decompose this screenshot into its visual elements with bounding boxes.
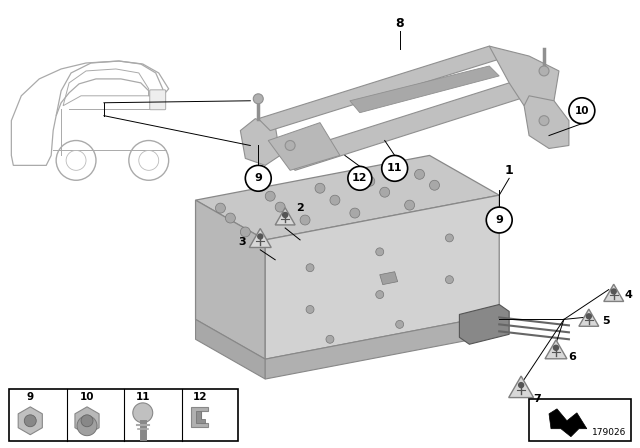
Polygon shape — [265, 314, 499, 379]
Polygon shape — [191, 407, 209, 427]
Circle shape — [396, 320, 404, 328]
Text: 179026: 179026 — [592, 428, 627, 437]
Circle shape — [380, 187, 390, 197]
Circle shape — [300, 215, 310, 225]
Circle shape — [404, 200, 415, 210]
Circle shape — [258, 234, 263, 239]
Polygon shape — [196, 200, 265, 359]
Circle shape — [539, 66, 549, 76]
Circle shape — [133, 403, 153, 423]
Text: 11: 11 — [387, 164, 403, 173]
Circle shape — [539, 116, 549, 125]
Polygon shape — [280, 83, 529, 170]
Circle shape — [326, 335, 334, 343]
Polygon shape — [275, 208, 295, 225]
Circle shape — [376, 248, 384, 256]
Polygon shape — [196, 411, 205, 423]
Circle shape — [283, 212, 287, 217]
Text: 10: 10 — [575, 106, 589, 116]
Polygon shape — [524, 96, 569, 148]
Circle shape — [81, 415, 93, 427]
Circle shape — [365, 177, 375, 186]
Circle shape — [306, 306, 314, 314]
Circle shape — [253, 94, 263, 104]
Polygon shape — [250, 228, 271, 247]
Polygon shape — [579, 309, 599, 326]
Polygon shape — [350, 66, 499, 113]
Circle shape — [285, 141, 295, 151]
Circle shape — [241, 227, 250, 237]
Circle shape — [265, 191, 275, 201]
Circle shape — [429, 180, 440, 190]
Circle shape — [315, 183, 325, 193]
Polygon shape — [268, 123, 340, 170]
Polygon shape — [18, 407, 42, 435]
Circle shape — [518, 383, 524, 388]
Text: 12: 12 — [352, 173, 367, 183]
Polygon shape — [545, 340, 567, 359]
Circle shape — [350, 208, 360, 218]
Polygon shape — [460, 305, 509, 344]
Circle shape — [554, 345, 559, 350]
Circle shape — [24, 415, 36, 427]
Circle shape — [569, 98, 595, 124]
Text: 7: 7 — [533, 394, 541, 404]
Circle shape — [245, 165, 271, 191]
Text: 1: 1 — [505, 164, 513, 177]
Polygon shape — [241, 119, 280, 165]
Text: 9: 9 — [495, 215, 503, 225]
Text: 8: 8 — [396, 17, 404, 30]
Text: 2: 2 — [296, 203, 304, 213]
Polygon shape — [196, 319, 265, 379]
FancyBboxPatch shape — [150, 90, 166, 110]
Text: 9: 9 — [27, 392, 34, 402]
Text: 6: 6 — [568, 352, 576, 362]
Polygon shape — [549, 409, 587, 437]
Polygon shape — [604, 284, 623, 302]
Text: 5: 5 — [602, 316, 609, 327]
Circle shape — [77, 416, 97, 435]
Text: 9: 9 — [254, 173, 262, 183]
Circle shape — [415, 169, 424, 179]
Text: 11: 11 — [136, 392, 150, 402]
Text: 3: 3 — [239, 237, 246, 247]
Polygon shape — [265, 195, 499, 359]
Circle shape — [486, 207, 512, 233]
Circle shape — [330, 195, 340, 205]
Circle shape — [381, 155, 408, 181]
Circle shape — [611, 289, 616, 294]
Polygon shape — [509, 376, 534, 397]
Circle shape — [216, 203, 225, 213]
Circle shape — [586, 314, 591, 319]
Text: 10: 10 — [80, 392, 94, 402]
Polygon shape — [489, 46, 559, 106]
Circle shape — [275, 202, 285, 212]
FancyBboxPatch shape — [10, 389, 238, 441]
Polygon shape — [196, 155, 499, 240]
Polygon shape — [75, 407, 99, 435]
Circle shape — [225, 213, 236, 223]
Circle shape — [445, 234, 453, 242]
Text: 4: 4 — [625, 289, 632, 300]
Text: 12: 12 — [193, 392, 208, 402]
Polygon shape — [380, 271, 397, 284]
Circle shape — [306, 264, 314, 271]
Circle shape — [348, 166, 372, 190]
Circle shape — [445, 276, 453, 284]
Circle shape — [376, 291, 384, 298]
FancyBboxPatch shape — [529, 399, 630, 441]
Polygon shape — [259, 46, 509, 130]
